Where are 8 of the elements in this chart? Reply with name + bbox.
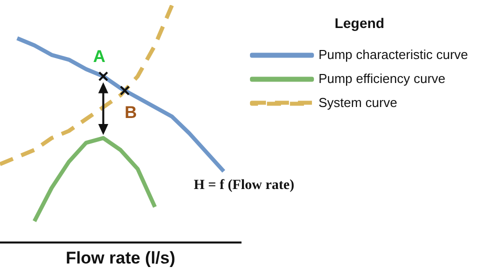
annotation: A xyxy=(93,46,106,66)
x-axis-title: Flow rate (l/s) xyxy=(66,248,176,268)
legend-label: Pump efficiency curve xyxy=(318,70,446,86)
legend-label: Pump characteristic curve xyxy=(318,46,468,62)
annotation: B xyxy=(124,103,137,122)
legend-label: System curve xyxy=(318,94,398,110)
legend-title: Legend xyxy=(334,14,384,31)
annotation: H = f (Flow rate) xyxy=(194,178,295,193)
